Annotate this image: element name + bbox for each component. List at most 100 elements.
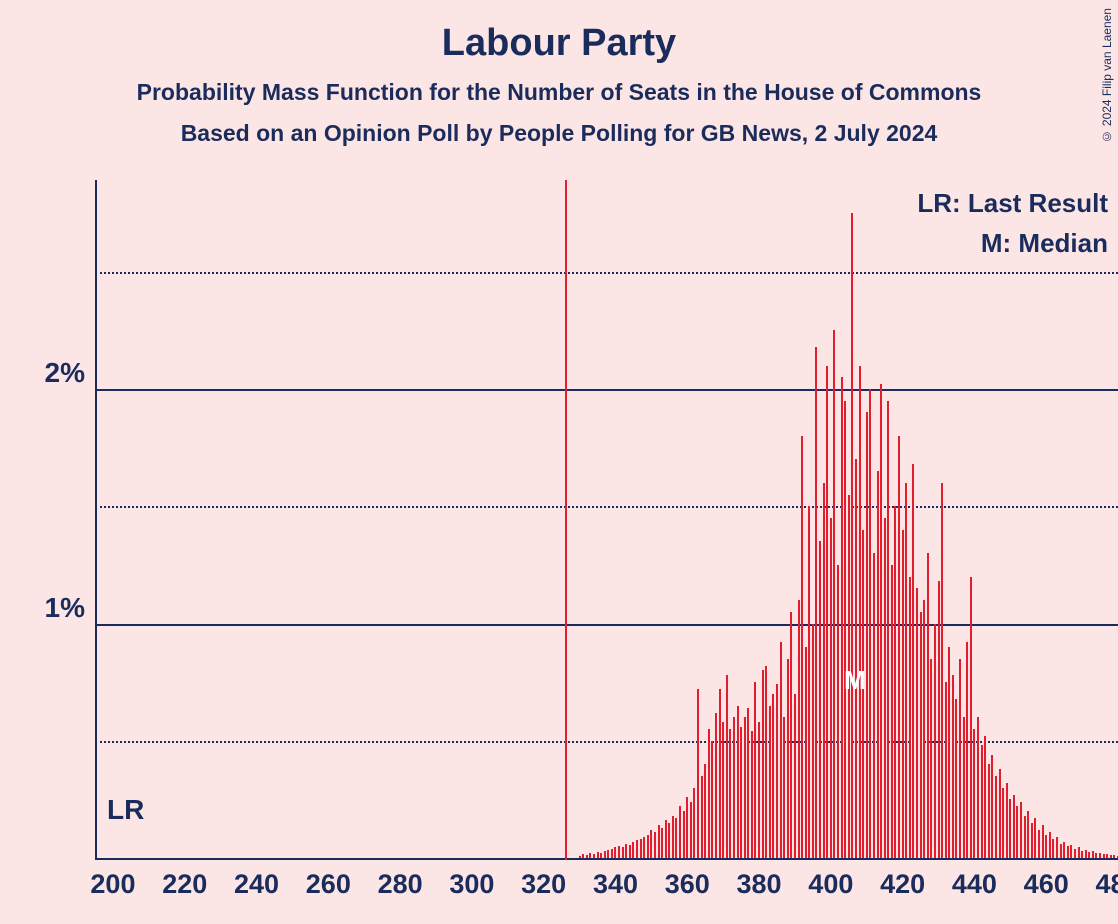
pmf-bar [977,717,979,858]
pmf-bar [1092,851,1094,858]
pmf-bar [988,764,990,858]
pmf-bar [805,647,807,858]
pmf-bar [600,853,602,858]
pmf-bar [973,729,975,858]
pmf-bar [955,699,957,858]
pmf-bar [869,389,871,858]
pmf-bar [780,642,782,858]
pmf-bar [726,675,728,858]
pmf-bar [661,828,663,858]
pmf-bar [787,659,789,858]
pmf-bar [776,684,778,858]
pmf-bar [884,518,886,858]
pmf-bar [762,670,764,858]
pmf-bar [597,852,599,858]
pmf-bar [894,506,896,858]
x-axis [95,858,1118,860]
chart-title: Labour Party [0,0,1118,65]
last-result-line [565,180,567,860]
pmf-bar [1113,855,1115,858]
pmf-bar [794,694,796,858]
pmf-bar [1027,811,1029,858]
pmf-bar [607,850,609,858]
pmf-bar [851,213,853,858]
pmf-bar [909,577,911,858]
pmf-bar [844,401,846,858]
pmf-bar [708,729,710,858]
pmf-bar [729,729,731,858]
x-tick-label: 340 [593,869,638,900]
pmf-bar [841,377,843,858]
pmf-bar [1016,806,1018,858]
pmf-bar [1106,854,1108,858]
pmf-bar [604,851,606,858]
pmf-bar [704,764,706,858]
x-tick-label: 300 [449,869,494,900]
pmf-bar [981,745,983,858]
pmf-bar [830,518,832,858]
pmf-bar [902,530,904,858]
pmf-bar [1081,851,1083,858]
pmf-bar [654,832,656,858]
median-marker-label: M [844,665,866,696]
pmf-bar [668,823,670,858]
pmf-bar [887,401,889,858]
grid-minor [95,272,1118,274]
pmf-bar [912,464,914,858]
pmf-bar [686,797,688,858]
pmf-bar [1031,823,1033,858]
grid-major [95,624,1118,626]
pmf-bar [769,706,771,858]
pmf-bar [891,565,893,858]
pmf-bar [1006,783,1008,858]
pmf-bar [1103,854,1105,858]
pmf-bar [647,835,649,858]
pmf-bar [920,612,922,858]
y-axis [95,180,97,860]
pmf-bar [690,802,692,858]
x-tick-label: 440 [952,869,997,900]
x-tick-label: 480 [1095,869,1118,900]
pmf-bar [618,846,620,858]
x-tick-label: 380 [737,869,782,900]
pmf-bar [880,384,882,858]
x-tick-label: 460 [1024,869,1069,900]
pmf-bar [783,717,785,858]
pmf-bar [966,642,968,858]
pmf-bar [715,713,717,858]
pmf-bar [1045,835,1047,858]
pmf-bar [593,854,595,858]
pmf-bar [1085,850,1087,858]
pmf-bar [970,577,972,858]
pmf-bar [622,847,624,858]
pmf-bar [1052,839,1054,858]
legend-median: M: Median [981,228,1108,259]
pmf-bar [1013,795,1015,858]
pmf-bar [754,682,756,858]
copyright-text: © 2024 Filip van Laenen [1100,8,1114,143]
pmf-bar [1042,825,1044,858]
x-tick-label: 360 [665,869,710,900]
pmf-bar [801,436,803,858]
pmf-bar [948,647,950,858]
pmf-bar [758,722,760,858]
pmf-bar [733,717,735,858]
pmf-bar [945,682,947,858]
pmf-bar [665,820,667,858]
pmf-bar [1110,855,1112,858]
pmf-bar [1078,847,1080,858]
y-tick-label: 1% [45,592,85,624]
y-tick-label: 2% [45,357,85,389]
pmf-bar [916,588,918,858]
pmf-bar [963,717,965,858]
pmf-bar [898,436,900,858]
pmf-bar [1088,852,1090,858]
pmf-bar [905,483,907,858]
grid-major [95,389,1118,391]
pmf-bar [650,830,652,858]
pmf-bar [819,541,821,858]
pmf-bar [790,612,792,858]
pmf-bar [658,825,660,858]
pmf-bar [873,553,875,858]
pmf-bar [877,471,879,858]
